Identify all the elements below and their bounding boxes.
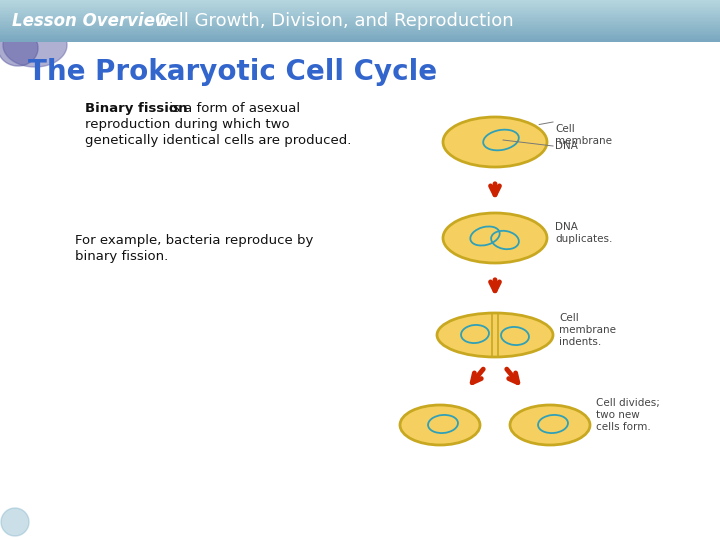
Polygon shape: [1, 508, 29, 536]
Bar: [0, 26, 720, 28]
Text: For example, bacteria reproduce by: For example, bacteria reproduce by: [75, 234, 313, 247]
Bar: [0, 11, 720, 12]
Text: DNA: DNA: [555, 141, 578, 151]
Text: Cell Growth, Division, and Reproduction: Cell Growth, Division, and Reproduction: [155, 12, 513, 30]
Bar: [0, 0, 720, 2]
Ellipse shape: [510, 405, 590, 445]
Text: genetically identical cells are produced.: genetically identical cells are produced…: [85, 134, 351, 147]
Text: DNA
duplicates.: DNA duplicates.: [555, 222, 613, 244]
Bar: [0, 25, 720, 26]
Ellipse shape: [443, 117, 547, 167]
Ellipse shape: [443, 213, 547, 263]
Polygon shape: [0, 30, 38, 66]
Text: Cell
membrane: Cell membrane: [555, 124, 612, 146]
Bar: [489, 315, 501, 355]
Text: Lesson Overview: Lesson Overview: [12, 12, 171, 30]
Bar: [0, 32, 720, 33]
Text: is a form of asexual: is a form of asexual: [165, 102, 300, 115]
Bar: [0, 38, 720, 39]
Bar: [0, 40, 720, 42]
Text: reproduction during which two: reproduction during which two: [85, 118, 289, 131]
Text: binary fission.: binary fission.: [75, 250, 168, 263]
Bar: [0, 9, 720, 10]
Bar: [0, 5, 720, 7]
Bar: [0, 22, 720, 24]
Bar: [0, 10, 720, 11]
Bar: [0, 19, 720, 21]
Bar: [0, 33, 720, 35]
Ellipse shape: [437, 313, 553, 357]
Bar: [0, 12, 720, 14]
Ellipse shape: [400, 405, 480, 445]
Bar: [0, 4, 720, 5]
Text: The Prokaryotic Cell Cycle: The Prokaryotic Cell Cycle: [28, 58, 437, 86]
Bar: [0, 14, 720, 16]
Bar: [0, 31, 720, 32]
Text: Binary fission: Binary fission: [85, 102, 187, 115]
Text: Cell
membrane
indents.: Cell membrane indents.: [559, 313, 616, 347]
Bar: [0, 3, 720, 4]
Bar: [0, 28, 720, 29]
Text: Cell divides;
two new
cells form.: Cell divides; two new cells form.: [596, 397, 660, 433]
Bar: [0, 16, 720, 17]
Bar: [0, 29, 720, 31]
Bar: [0, 7, 720, 9]
Bar: [0, 24, 720, 25]
Polygon shape: [3, 23, 67, 67]
Bar: [0, 39, 720, 40]
Bar: [0, 18, 720, 19]
Bar: [0, 21, 720, 22]
Bar: [0, 17, 720, 18]
Bar: [0, 2, 720, 3]
Bar: [0, 35, 720, 36]
Bar: [0, 36, 720, 38]
